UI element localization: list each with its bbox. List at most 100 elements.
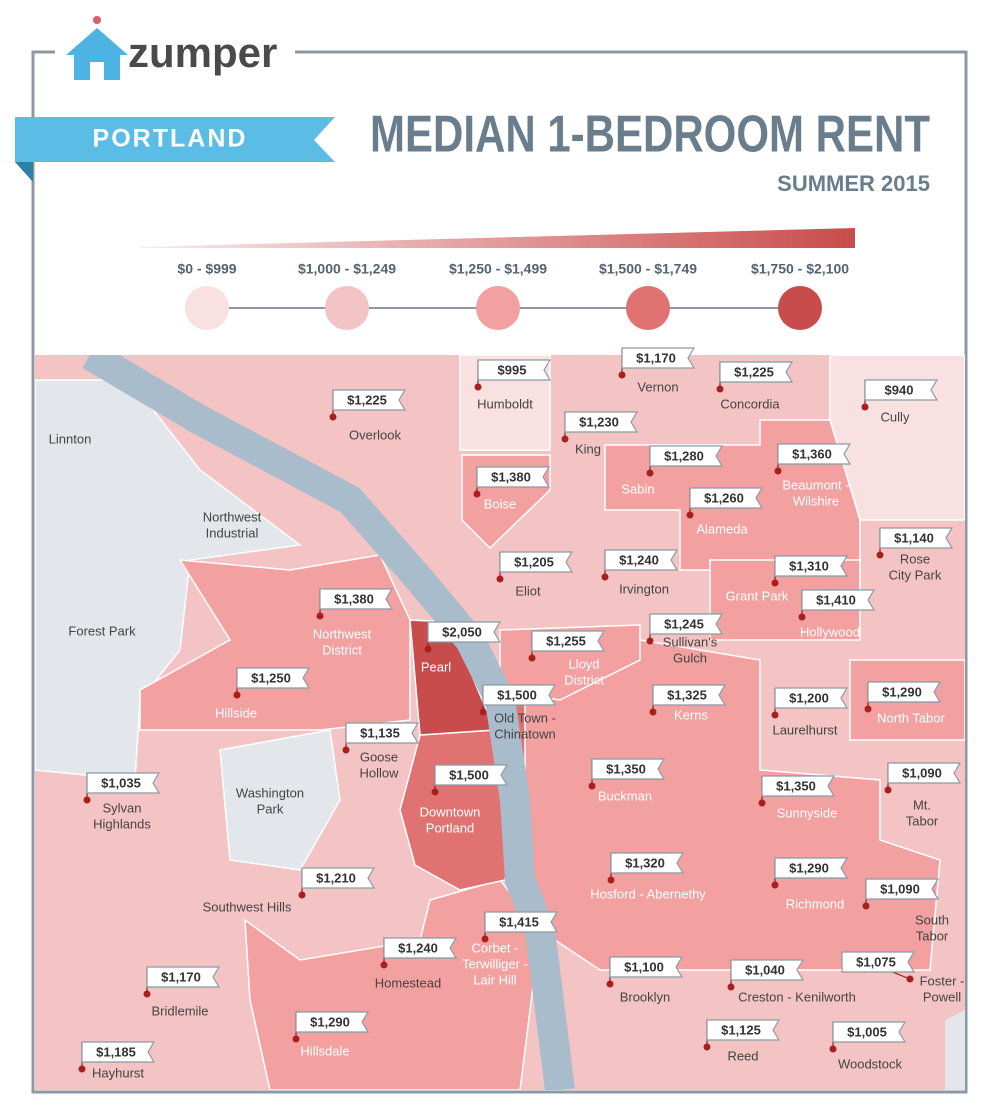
rent-flag	[427, 621, 502, 643]
location-dot	[798, 613, 806, 621]
neighborhood-name: Wilshire	[793, 493, 839, 508]
neighborhood-name: City Park	[889, 567, 942, 582]
neighborhood-name: Sylvan	[102, 800, 141, 815]
rent-label: $1,225	[347, 392, 387, 407]
neighborhood-name: Bridlemile	[151, 1003, 208, 1018]
rent-label: $1,245	[664, 616, 704, 631]
title: MEDIAN 1-BEDROOM RENT	[370, 106, 930, 164]
neighborhood-name: Tabor	[916, 928, 949, 943]
neighborhood-name: Kerns	[674, 707, 708, 722]
rent-label: $1,380	[491, 469, 531, 484]
location-dot	[607, 876, 615, 884]
rent-flag	[610, 852, 685, 874]
neighborhood-name: Eliot	[515, 583, 541, 598]
neighborhood-name: Gulch	[673, 650, 707, 665]
neighborhood-name: Northwest	[203, 509, 262, 524]
rent-label: $1,380	[334, 591, 374, 606]
neighborhood-name: Richmond	[786, 896, 845, 911]
rent-label: $1,075	[856, 954, 896, 969]
rent-label: $1,255	[546, 633, 586, 648]
neighborhood-name: Beaumont -	[782, 477, 849, 492]
neighborhood-name: Hillsdale	[300, 1043, 349, 1058]
neighborhood-name: District	[322, 642, 362, 657]
rent-label: $1,035	[101, 775, 141, 790]
city-ribbon	[15, 117, 335, 162]
rent-label: $1,140	[894, 530, 934, 545]
neighborhood-name: Goose	[360, 749, 398, 764]
frame	[31, 50, 968, 1094]
neighborhood-name: Hollywood	[800, 624, 860, 639]
location-dot	[771, 881, 779, 889]
neighborhood-name: Overlook	[349, 427, 402, 442]
location-dot	[774, 467, 782, 475]
rent-label: $1,325	[667, 687, 707, 702]
neighborhood-name: Boise	[484, 496, 517, 511]
rent-flag	[295, 1011, 370, 1033]
neighborhood-name: Terwilliger -	[462, 956, 528, 971]
rent-label: $1,350	[606, 761, 646, 776]
neighborhood-name: Vernon	[637, 379, 678, 394]
neighborhood-name: Northwest	[313, 626, 372, 641]
park-region	[945, 1010, 965, 1090]
rent-label: $995	[498, 362, 527, 377]
rent-flag	[864, 379, 939, 401]
rent-flag	[652, 684, 727, 706]
rent-label: $1,280	[664, 448, 704, 463]
neighborhood-name: Buckman	[598, 788, 652, 803]
neighborhood-name: Lloyd	[568, 656, 599, 671]
neighborhood-name: Homestead	[375, 975, 441, 990]
rent-label: $1,240	[619, 552, 659, 567]
neighborhood-name: Pearl	[421, 659, 451, 674]
rent-label: $1,205	[514, 554, 554, 569]
rent-label: $1,350	[776, 778, 816, 793]
location-dot	[862, 902, 870, 910]
neighborhood-name: Powell	[923, 989, 961, 1004]
rent-label: $1,410	[816, 592, 856, 607]
location-dot	[431, 788, 439, 796]
location-dot	[771, 711, 779, 719]
neighborhood-name: Portland	[426, 820, 474, 835]
neighborhood-name: South	[915, 912, 949, 927]
neighborhood-name: Woodstock	[838, 1056, 903, 1071]
neighborhood-name: Highlands	[93, 816, 151, 831]
legend-gradient	[140, 228, 855, 248]
legend-label: $1,000 - $1,249	[298, 261, 396, 277]
neighborhood-name: Alameda	[696, 521, 748, 536]
neighborhood-name: District	[564, 672, 604, 687]
legend-label: $1,750 - $2,100	[751, 261, 849, 277]
neighborhood-name: Foster -	[920, 973, 965, 988]
rent-label: $1,250	[251, 670, 291, 685]
rent-label: $1,310	[789, 558, 829, 573]
rent-flag	[774, 555, 849, 577]
neighborhood-name: Chinatown	[494, 726, 555, 741]
legend-swatch	[476, 286, 520, 330]
rent-label: $1,500	[449, 767, 489, 782]
rent-flag	[434, 764, 509, 786]
location-dot	[716, 385, 724, 393]
legend-label: $1,250 - $1,499	[449, 261, 547, 277]
location-dot	[649, 708, 657, 716]
rent-label: $1,005	[847, 1024, 887, 1039]
neighborhood-name: Creston - Kenilworth	[738, 989, 856, 1004]
legend-swatch	[626, 286, 670, 330]
location-dot	[646, 637, 654, 645]
location-dot	[380, 961, 388, 969]
rent-label: $1,415	[499, 914, 539, 929]
neighborhood-name: Downtown	[420, 804, 481, 819]
location-dot	[424, 645, 432, 653]
neighborhood-name: King	[575, 441, 601, 456]
neighborhood-name: Sullivan's	[663, 634, 718, 649]
neighborhood-name: Rose	[900, 551, 930, 566]
location-dot	[479, 708, 487, 716]
rent-flag	[146, 966, 221, 988]
neighborhood-name: Tabor	[906, 813, 939, 828]
location-dot	[864, 705, 872, 713]
rent-flag	[706, 1019, 781, 1041]
rent-label: $1,360	[792, 446, 832, 461]
location-dot	[703, 1043, 711, 1051]
location-dot	[561, 435, 569, 443]
rent-flag	[531, 630, 606, 652]
rent-label: $1,230	[579, 414, 619, 429]
neighborhood-name: Linnton	[49, 431, 92, 446]
rent-flag	[719, 361, 794, 383]
